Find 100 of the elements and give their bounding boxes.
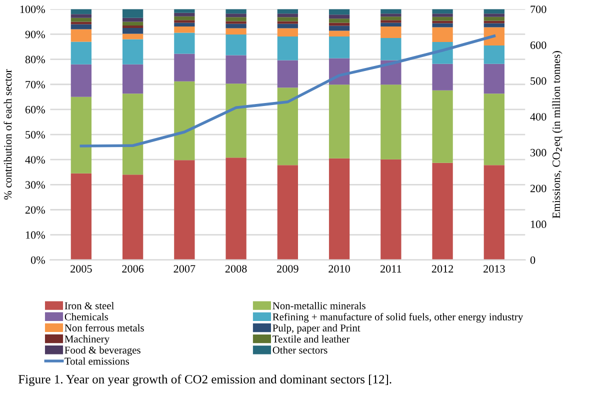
legend-label: Non-metallic minerals	[272, 302, 366, 310]
bar	[432, 64, 453, 90]
bar	[328, 22, 350, 26]
x-tick-label: 2009	[277, 265, 298, 273]
bar	[277, 36, 298, 60]
y2-tick-label: 200	[530, 184, 546, 192]
bar	[70, 24, 92, 30]
bar	[70, 64, 92, 97]
y-tick-label: 80%	[25, 56, 45, 64]
bar	[226, 24, 246, 28]
bar	[432, 20, 453, 24]
bar	[70, 42, 92, 64]
bar	[484, 64, 504, 94]
y-axis-title: % contribution of each sector	[4, 69, 12, 200]
bar	[484, 23, 504, 28]
bar	[174, 9, 195, 13]
bar	[380, 159, 402, 260]
bar	[328, 26, 350, 31]
bar	[122, 9, 144, 18]
bar	[432, 14, 453, 17]
bar	[122, 18, 144, 22]
bar	[277, 28, 298, 36]
bar	[226, 158, 246, 260]
bar	[380, 22, 402, 26]
bar	[432, 9, 453, 14]
y2-tick-label: 0	[530, 256, 536, 264]
bar	[226, 28, 246, 34]
y2-tick-label: 700	[530, 6, 546, 14]
line-series	[80, 34, 496, 148]
bar	[380, 14, 402, 17]
bar	[70, 173, 92, 260]
bar	[174, 26, 195, 33]
legend-label: Food & beverages	[64, 346, 140, 356]
bar	[174, 32, 195, 54]
bar	[328, 9, 350, 15]
legend-label: Pulp, paper and Print	[272, 324, 360, 334]
bar	[70, 14, 92, 18]
bar	[277, 24, 298, 28]
x-tick-label: 2012	[432, 265, 454, 273]
y2-tick-label: 300	[530, 148, 546, 156]
bar	[328, 14, 350, 19]
bar	[380, 38, 402, 60]
bar	[70, 18, 92, 22]
bar	[174, 12, 195, 16]
legend-label: Non ferrous metals	[64, 324, 144, 332]
bar	[122, 174, 144, 260]
y-tick-label: 50%	[26, 130, 45, 139]
bar	[122, 94, 144, 175]
bar	[70, 22, 92, 24]
bar	[226, 55, 246, 84]
y-tick-label: 30%	[26, 181, 45, 189]
bar	[484, 14, 504, 17]
bar	[122, 39, 144, 64]
legend-label: Total emissions	[64, 357, 129, 365]
y-tick-label: 20%	[25, 206, 45, 214]
y2-axis-title: Emissions, CO$_{2}$eq (in million tonnes)	[552, 51, 562, 218]
bar	[432, 16, 453, 21]
y-tick-label: 0%	[30, 256, 45, 264]
bar	[226, 84, 246, 158]
caption: Figure 1. Year on year growth of CO2 emission and dominant sectors [12].	[18, 374, 392, 386]
bar	[174, 22, 195, 26]
bar	[122, 34, 144, 40]
legend-label: Textile and leather	[272, 335, 350, 343]
x-tick-label: 2006	[122, 265, 144, 273]
bar	[174, 20, 195, 23]
bar	[277, 17, 298, 22]
bar	[277, 88, 298, 166]
bar	[328, 36, 350, 58]
y2-tick-label: 600	[530, 41, 546, 49]
bar	[484, 94, 504, 166]
bar	[174, 81, 195, 160]
x-tick-label: 2007	[174, 265, 196, 273]
x-tick-label: 2008	[225, 265, 247, 273]
bar	[380, 16, 402, 20]
bar	[122, 28, 144, 34]
bar	[122, 22, 144, 26]
x-tick-label: 2010	[328, 265, 350, 273]
bar	[328, 158, 350, 260]
y-tick-label: 90%	[25, 30, 45, 38]
bar	[277, 165, 298, 260]
y2-tick-label: 400	[530, 113, 546, 121]
bar	[226, 21, 246, 24]
bar	[380, 20, 402, 23]
bar	[226, 17, 246, 22]
bar	[70, 29, 92, 42]
legend-label: Refining + manufacture of solid fuels, other energy industry	[272, 312, 524, 323]
bar	[328, 84, 350, 158]
bar	[432, 27, 453, 42]
y-tick-label: 70%	[26, 80, 45, 88]
bar	[122, 25, 144, 28]
bar	[226, 9, 246, 14]
bar	[328, 30, 350, 36]
bar	[380, 84, 402, 160]
bar	[174, 16, 195, 20]
x-tick-label: 2005	[70, 265, 92, 273]
bar	[484, 46, 504, 64]
bar	[328, 18, 350, 23]
bar	[226, 34, 246, 56]
bar	[484, 20, 504, 24]
legend-label: Machinery	[64, 335, 110, 345]
